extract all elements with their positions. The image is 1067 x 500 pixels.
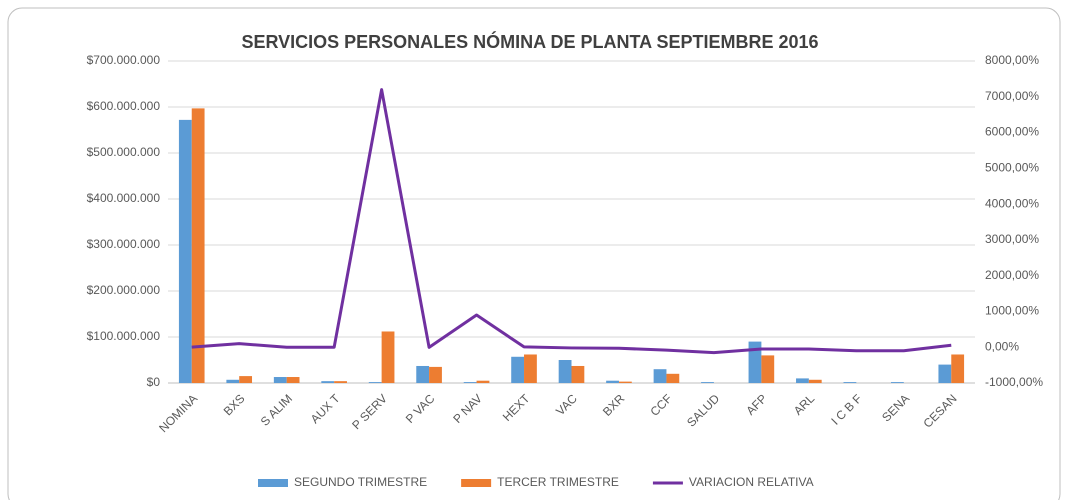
y-tick-label: $200.000.000 [87,283,161,297]
y2-tick-label: 5000,00% [985,161,1039,175]
y-tick-label: $700.000.000 [87,53,161,67]
bar [951,354,965,383]
bar [748,341,762,383]
y2-tick-label: 6000,00% [985,125,1039,139]
bar [334,381,347,383]
bar [808,379,822,383]
bar [239,376,253,383]
bar [524,354,537,383]
bar [463,382,477,383]
y-tick-label: $600.000.000 [87,99,161,113]
bar [558,360,572,383]
y2-tick-label: 1000,00% [985,304,1039,318]
bar [843,382,857,383]
bar [368,382,382,383]
bar [429,366,442,383]
y-tick-label: $300.000.000 [87,237,161,251]
bar [701,382,714,383]
y2-tick-label: -1000,00% [985,375,1043,389]
bar [571,365,585,383]
bar [273,377,287,383]
chart-title: SERVICIOS PERSONALES NÓMINA DE PLANTA SE… [241,31,818,52]
legend-label: SEGUNDO TRIMESTRE [294,475,427,489]
bar [796,378,809,383]
bar [653,369,667,383]
y2-tick-label: 4000,00% [985,196,1039,210]
bar [381,331,395,383]
line-series [191,88,952,355]
legend-swatch [461,479,492,487]
bar [416,365,430,383]
bar [178,119,192,383]
y2-tick-label: 8000,00% [985,53,1039,67]
y-tick-label: $100.000.000 [87,329,161,343]
legend-label: TERCER TRIMESTRE [497,475,619,489]
y2-tick-label: 0,00% [985,339,1019,353]
y-tick-label: $500.000.000 [87,145,161,159]
bar [286,377,300,383]
bar [618,381,632,383]
bar [890,382,904,383]
legend-swatch [258,479,288,487]
bar [191,108,205,383]
bar [606,380,619,383]
bar [938,364,952,383]
y2-tick-label: 2000,00% [985,268,1039,282]
y2-tick-label: 3000,00% [985,232,1039,246]
y2-tick-label: 7000,00% [985,89,1039,103]
bar [511,356,525,383]
legend-label: VARIACION RELATIVA [689,475,814,489]
bar [226,379,240,383]
y-tick-label: $400.000.000 [87,191,161,205]
y-tick-label: $0 [147,375,161,389]
bar [666,373,680,383]
bar [761,355,775,383]
bar [476,380,490,383]
bar [321,381,335,383]
frame [7,7,1061,500]
